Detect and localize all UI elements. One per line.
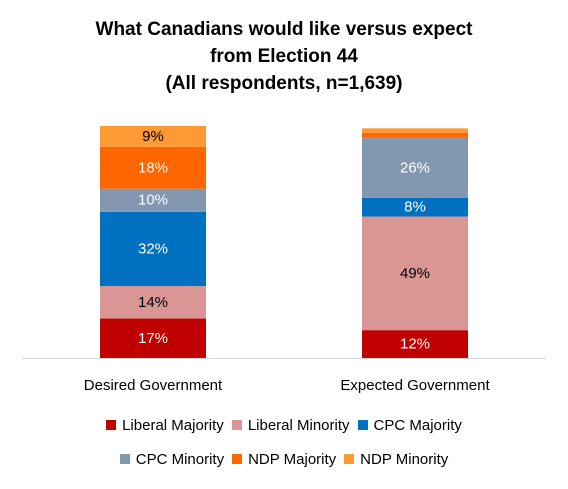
category-label-1: Expected Government	[340, 377, 490, 394]
data-label-1-2: 8%	[404, 199, 426, 216]
legend-item: Liberal Minority	[231, 416, 350, 434]
bar-segment-1-4	[362, 132, 468, 138]
legend-item: NDP Majority	[232, 451, 336, 468]
chart-title-line-1: What Canadians would like versus expect	[95, 19, 473, 40]
bar-segment-0-5	[100, 126, 206, 147]
chart-title-line-3: (All respondents, n=1,639)	[165, 73, 403, 94]
data-label-1-3: 26%	[400, 159, 430, 176]
legend-label: NDP Majority	[248, 450, 337, 468]
legend-label: Liberal Majority	[122, 416, 224, 434]
chart-title-line-2: from Election 44	[210, 46, 358, 67]
bar-segment-1-1	[362, 216, 468, 331]
bar-segment-1-2	[362, 197, 468, 217]
legend-item: CPC Majority	[357, 416, 462, 434]
legend-swatch	[357, 420, 368, 430]
data-label-0-1: 14%	[138, 294, 168, 311]
legend-swatch	[231, 420, 242, 430]
data-label-0-2: 32%	[138, 240, 168, 257]
legend-swatch	[344, 454, 355, 464]
data-label-0-0: 17%	[138, 330, 168, 347]
bar-segment-0-3	[100, 188, 206, 212]
category-labels: Desired Government Expected Government	[84, 377, 491, 394]
legend-swatch	[119, 454, 130, 464]
bar-groups: 17% 14% 32% 10% 18% 9% 12% 49% 8% 26%	[100, 126, 468, 358]
legend-item: NDP Minority	[344, 451, 448, 468]
legend-label: CPC Majority	[373, 416, 462, 434]
legend-row-0: Liberal Majority Liberal Minority CPC Majo…	[0, 414, 568, 436]
legend-swatch	[106, 420, 117, 430]
chart-title: What Canadians would like versus expect …	[0, 16, 568, 97]
legend-label: CPC Minority	[135, 450, 225, 468]
bar-segment-0-4	[100, 146, 206, 189]
data-label-1-0: 12%	[400, 336, 430, 353]
bar-segment-1-5	[362, 128, 468, 133]
bar-stack-1: 12% 49% 8% 26%	[362, 128, 468, 358]
legend: Liberal Majority Liberal Minority CPC Majo…	[0, 414, 568, 482]
bar-segment-0-2	[100, 211, 206, 287]
data-label-1-1: 49%	[400, 265, 430, 282]
bar-segment-1-0	[362, 330, 468, 358]
bar-segment-0-0	[100, 318, 206, 358]
legend-item: CPC Minority	[119, 450, 225, 468]
legend-row-1: CPC Minority NDP Majority NDP Minority	[0, 448, 568, 470]
data-label-0-5: 9%	[142, 128, 164, 145]
plot-area: 17% 14% 32% 10% 18% 9% 12% 49% 8% 26% Desired Gov…	[22, 126, 546, 394]
legend-item: Liberal Majority	[106, 417, 224, 434]
bar-segment-1-3	[362, 137, 468, 198]
legend-swatch	[232, 454, 243, 464]
data-label-0-4: 18%	[138, 159, 168, 176]
bar-segment-0-1	[100, 286, 206, 319]
bar-stack-0: 17% 14% 32% 10% 18% 9%	[100, 126, 206, 358]
legend-label: NDP Minority	[360, 450, 449, 468]
category-label-0: Desired Government	[84, 377, 223, 394]
data-label-0-3: 10%	[138, 192, 168, 209]
legend-label: Liberal Minority	[247, 416, 350, 434]
